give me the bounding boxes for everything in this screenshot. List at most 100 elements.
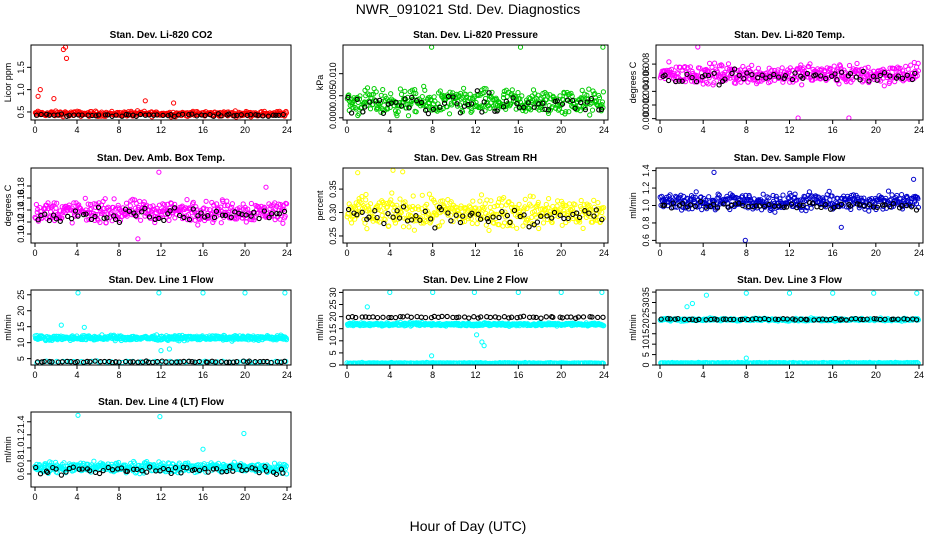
data-point-all bbox=[772, 209, 778, 215]
data-point-all bbox=[378, 208, 384, 214]
data-point-hourly bbox=[812, 72, 819, 78]
data-point-hourly bbox=[508, 314, 515, 320]
data-point-hourly bbox=[122, 358, 129, 365]
data-point-hourly bbox=[692, 203, 698, 210]
data-point-all bbox=[402, 199, 408, 205]
data-point-hourly bbox=[500, 104, 507, 110]
x-tick-label: 0 bbox=[32, 248, 37, 258]
data-point-hourly bbox=[198, 210, 204, 216]
data-point-hourly bbox=[525, 100, 531, 106]
data-point-all bbox=[352, 216, 358, 222]
y-tick-label: 5 bbox=[16, 356, 26, 361]
data-point-hourly bbox=[160, 112, 166, 119]
data-point-hourly bbox=[530, 314, 537, 320]
data-point-all bbox=[777, 196, 783, 202]
data-point-hourly bbox=[761, 203, 768, 209]
data-point-hourly bbox=[772, 316, 779, 322]
data-point-all bbox=[439, 219, 445, 225]
data-point-hourly bbox=[88, 216, 95, 223]
data-point-outlier bbox=[156, 169, 162, 175]
data-point-all bbox=[66, 202, 72, 208]
data-point-outlier bbox=[200, 290, 206, 296]
data-point-hourly bbox=[499, 208, 505, 215]
data-point-hourly bbox=[367, 99, 373, 105]
data-point-hourly bbox=[543, 314, 549, 320]
data-point-hourly bbox=[471, 314, 477, 320]
data-point-all bbox=[416, 206, 422, 212]
data-point-hourly bbox=[834, 76, 840, 83]
data-point-hourly bbox=[199, 112, 205, 118]
data-point-hourly bbox=[829, 73, 835, 79]
data-point-all bbox=[225, 209, 231, 215]
data-point-all bbox=[501, 195, 507, 201]
data-point-all bbox=[596, 95, 603, 101]
data-point-all bbox=[51, 200, 57, 206]
data-point-all bbox=[394, 202, 400, 208]
x-tick-label: 8 bbox=[430, 125, 435, 135]
data-point-all bbox=[580, 225, 586, 231]
x-tick-label: 24 bbox=[599, 125, 609, 135]
data-point-hourly bbox=[781, 204, 787, 210]
data-point-hourly bbox=[775, 316, 781, 323]
x-tick-label: 12 bbox=[470, 125, 480, 135]
data-point-hourly bbox=[469, 210, 475, 216]
data-point-hourly bbox=[533, 314, 539, 321]
data-point-hourly bbox=[783, 204, 790, 210]
data-point-all bbox=[418, 220, 424, 226]
data-point-hourly bbox=[740, 202, 746, 209]
data-point-hourly bbox=[95, 112, 102, 118]
data-point-all bbox=[716, 192, 722, 198]
data-point-hourly bbox=[42, 211, 48, 217]
data-point-hourly bbox=[222, 212, 229, 219]
data-point-outlier bbox=[364, 304, 370, 310]
data-points bbox=[344, 168, 607, 233]
data-point-hourly bbox=[520, 313, 527, 319]
data-point-near-zero bbox=[600, 360, 606, 365]
data-point-hourly bbox=[792, 70, 798, 76]
data-point-hourly bbox=[771, 71, 777, 78]
data-point-near-zero bbox=[453, 360, 459, 365]
data-point-hourly bbox=[501, 314, 508, 320]
data-point-hourly bbox=[475, 315, 481, 321]
data-point-all bbox=[715, 74, 721, 80]
data-point-hourly bbox=[75, 213, 81, 219]
data-point-hourly bbox=[832, 71, 838, 77]
data-point-all bbox=[563, 109, 569, 115]
data-point-hourly bbox=[38, 111, 44, 118]
data-point-hourly bbox=[278, 359, 284, 365]
data-point-all bbox=[755, 65, 762, 71]
x-tick-label: 8 bbox=[430, 248, 435, 258]
data-point-hourly bbox=[587, 314, 593, 320]
data-point-hourly bbox=[781, 75, 787, 81]
data-point-hourly bbox=[402, 96, 408, 102]
data-point-all bbox=[477, 198, 483, 204]
data-point-all bbox=[674, 70, 680, 76]
y-tick-label: 1.0 bbox=[641, 199, 651, 212]
data-point-all bbox=[807, 61, 813, 67]
x-tick-label: 12 bbox=[784, 248, 794, 258]
data-point-hourly bbox=[545, 107, 552, 113]
data-point-hourly bbox=[204, 359, 210, 365]
data-point-all bbox=[268, 203, 274, 209]
data-point-hourly bbox=[507, 219, 513, 226]
data-point-all bbox=[54, 200, 60, 206]
data-point-hourly bbox=[559, 315, 566, 321]
y-tick-label: 25 bbox=[16, 290, 26, 300]
y-tick-label: 0.010 bbox=[328, 62, 338, 85]
data-point-hourly bbox=[584, 99, 590, 105]
data-point-hourly bbox=[430, 106, 437, 112]
data-point-hourly bbox=[393, 99, 399, 105]
data-point-all bbox=[229, 201, 235, 207]
x-tick-label: 20 bbox=[240, 370, 250, 380]
data-point-hourly bbox=[161, 217, 167, 224]
data-point-hourly bbox=[776, 203, 782, 209]
data-point-all bbox=[899, 206, 906, 212]
data-point-all bbox=[535, 92, 541, 98]
data-point-all bbox=[578, 197, 584, 204]
data-point-hourly bbox=[534, 219, 541, 225]
data-point-hourly bbox=[33, 112, 40, 118]
data-point-hourly bbox=[564, 97, 571, 103]
data-point-hourly bbox=[800, 75, 806, 81]
data-point-hourly bbox=[727, 316, 733, 323]
